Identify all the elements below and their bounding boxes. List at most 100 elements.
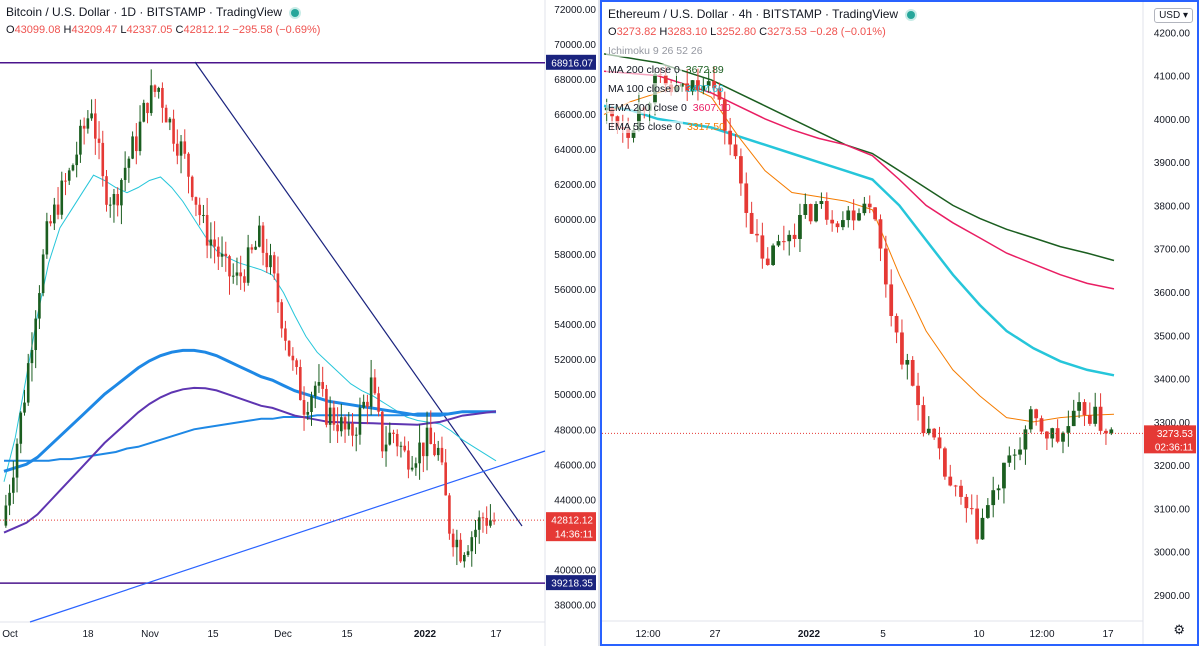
y-tick-label: 4100.00 bbox=[1154, 72, 1191, 83]
last-price-tag: 3273.53 bbox=[1157, 429, 1194, 440]
y-tick-label: 72000.00 bbox=[554, 5, 596, 16]
indicator-value: 3607.10 bbox=[692, 102, 731, 114]
candle-body bbox=[440, 447, 444, 463]
candle-body bbox=[1045, 431, 1049, 439]
candle-body bbox=[814, 203, 818, 222]
candle-body bbox=[94, 113, 97, 139]
candle-body bbox=[722, 99, 727, 131]
candle-body bbox=[1055, 428, 1060, 442]
candle-body bbox=[321, 382, 324, 389]
candle-body bbox=[862, 203, 867, 214]
candle-body bbox=[706, 81, 711, 86]
x-tick-label: 17 bbox=[490, 629, 502, 640]
candle-body bbox=[485, 517, 488, 526]
uptrend-line bbox=[29, 450, 546, 623]
y-tick-label: 48000.00 bbox=[554, 425, 596, 436]
settings-gear-icon[interactable]: ⚙ bbox=[1173, 622, 1185, 637]
candle-body bbox=[161, 87, 164, 108]
bitcoin-title: Bitcoin / U.S. Dollar · 1D · BITSTAMP · … bbox=[6, 5, 283, 19]
candle-body bbox=[1061, 432, 1065, 442]
y-tick-label: 46000.00 bbox=[554, 460, 596, 471]
pane-divider[interactable] bbox=[598, 0, 600, 646]
candle-body bbox=[213, 239, 216, 247]
moving-average-line bbox=[603, 104, 1115, 377]
x-tick-label: 2022 bbox=[414, 629, 437, 640]
bitcoin-chart-svg[interactable]: 38000.0040000.0042000.0044000.0046000.00… bbox=[0, 0, 598, 646]
candle-body bbox=[112, 194, 116, 205]
downtrend-line bbox=[194, 61, 523, 527]
candle-body bbox=[403, 445, 406, 451]
candle-body bbox=[15, 443, 19, 478]
candle-body bbox=[362, 401, 365, 408]
candle-body bbox=[108, 204, 112, 206]
candle-body bbox=[317, 382, 321, 386]
candle-body bbox=[436, 447, 440, 456]
candle-body bbox=[943, 448, 947, 477]
x-tick-label: 12:00 bbox=[1029, 629, 1054, 640]
candle-body bbox=[492, 520, 496, 522]
indicator-value: 3672.89 bbox=[685, 64, 724, 76]
indicator-row[interactable]: MA 200 close 0 3672.89 bbox=[606, 61, 731, 80]
candle-body bbox=[819, 201, 824, 204]
candle-body bbox=[489, 520, 492, 526]
candle-body bbox=[921, 405, 926, 434]
moving-average-line bbox=[603, 53, 1115, 262]
support-price-tag-bg bbox=[546, 575, 596, 591]
x-tick-label: 17 bbox=[1102, 629, 1114, 640]
candle-body bbox=[1093, 406, 1098, 424]
ethereum-chart-pane[interactable]: 2900.00 3000.00 3100.00 3200.00 3300.00 3400.… bbox=[600, 0, 1199, 646]
candle-body bbox=[261, 225, 265, 253]
y-tick-label: 62000.00 bbox=[554, 180, 596, 191]
candle-body bbox=[142, 102, 146, 122]
candle-body bbox=[231, 275, 235, 277]
candle-body bbox=[131, 136, 134, 159]
candle-body bbox=[905, 359, 910, 365]
currency-selector[interactable]: USD ▾ bbox=[1154, 8, 1193, 23]
candle-body bbox=[79, 125, 82, 155]
x-tick-label: 10 bbox=[973, 629, 985, 640]
candle-body bbox=[340, 417, 343, 432]
candle-body bbox=[381, 411, 384, 452]
support-price-tag: 39218.35 bbox=[551, 579, 593, 590]
y-tick-label: 3200.00 bbox=[1154, 461, 1191, 472]
indicator-row[interactable]: EMA 200 close 0 3607.10 bbox=[606, 99, 731, 118]
ethereum-chart-svg[interactable]: 2900.00 3000.00 3100.00 3200.00 3300.00 3400.… bbox=[602, 2, 1197, 644]
candle-body bbox=[190, 176, 194, 198]
candle-body bbox=[873, 207, 877, 220]
candle-body bbox=[787, 234, 792, 242]
candle-body bbox=[384, 444, 388, 452]
candle-body bbox=[830, 219, 835, 224]
bitcoin-chart-pane[interactable]: 38000.0040000.0042000.0044000.0046000.00… bbox=[0, 0, 598, 646]
candle-body bbox=[41, 254, 45, 294]
resistance-price-tag: 68916.07 bbox=[551, 58, 593, 69]
candle-body bbox=[328, 407, 332, 425]
indicator-row[interactable]: EMA 55 close 0 3317.50 bbox=[606, 118, 731, 137]
candle-body bbox=[477, 517, 481, 530]
candle-body bbox=[749, 212, 754, 234]
candle-body bbox=[153, 85, 157, 92]
candle-body bbox=[176, 143, 179, 156]
candle-body bbox=[451, 533, 455, 548]
candle-body bbox=[60, 180, 64, 215]
candle-body bbox=[272, 255, 276, 274]
candle-body bbox=[224, 253, 228, 257]
indicator-row[interactable]: MA 100 close 0 3407.66 bbox=[606, 80, 731, 99]
candle-body bbox=[717, 88, 722, 100]
candle-body bbox=[760, 235, 765, 259]
candle-body bbox=[64, 180, 67, 182]
candle-body bbox=[351, 423, 354, 436]
candle-body bbox=[433, 443, 436, 456]
candle-body bbox=[354, 434, 358, 436]
candle-body bbox=[67, 170, 71, 181]
candle-body bbox=[30, 350, 34, 364]
candle-body bbox=[209, 239, 213, 246]
candle-body bbox=[280, 302, 283, 329]
indicator-row[interactable]: Ichimoku 9 26 52 26 bbox=[606, 42, 731, 61]
indicator-value: 3317.50 bbox=[686, 121, 725, 133]
candle-body bbox=[948, 476, 953, 486]
candle-body bbox=[1002, 462, 1006, 489]
candle-body bbox=[470, 537, 474, 552]
candle-body bbox=[916, 385, 920, 406]
bar-countdown: 02:36:11 bbox=[1155, 442, 1194, 453]
y-tick-label: 3000.00 bbox=[1154, 548, 1191, 559]
